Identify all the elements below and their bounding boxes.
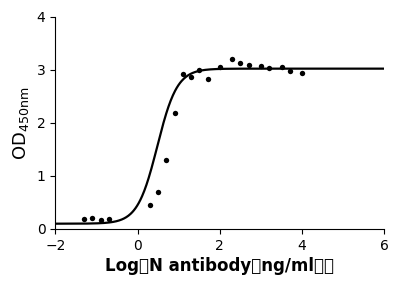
Point bbox=[163, 158, 170, 162]
Point bbox=[217, 64, 223, 69]
Point bbox=[147, 203, 153, 207]
Point bbox=[266, 65, 272, 70]
Point bbox=[97, 218, 104, 222]
Point bbox=[204, 76, 211, 81]
Point bbox=[106, 217, 112, 221]
Point bbox=[237, 61, 244, 65]
Point bbox=[188, 74, 194, 79]
Point bbox=[171, 111, 178, 116]
Point bbox=[258, 64, 264, 68]
Point bbox=[180, 72, 186, 76]
Point bbox=[299, 71, 305, 76]
Y-axis label: $\mathregular{OD_{450nm}}$: $\mathregular{OD_{450nm}}$ bbox=[11, 86, 31, 160]
Point bbox=[196, 67, 202, 72]
Point bbox=[155, 190, 161, 194]
X-axis label: Log（N antibody（ng/ml））: Log（N antibody（ng/ml）） bbox=[105, 257, 334, 275]
Point bbox=[246, 63, 252, 67]
Point bbox=[89, 216, 96, 221]
Point bbox=[81, 217, 87, 222]
Point bbox=[278, 64, 285, 69]
Point bbox=[229, 57, 236, 61]
Point bbox=[287, 68, 293, 73]
